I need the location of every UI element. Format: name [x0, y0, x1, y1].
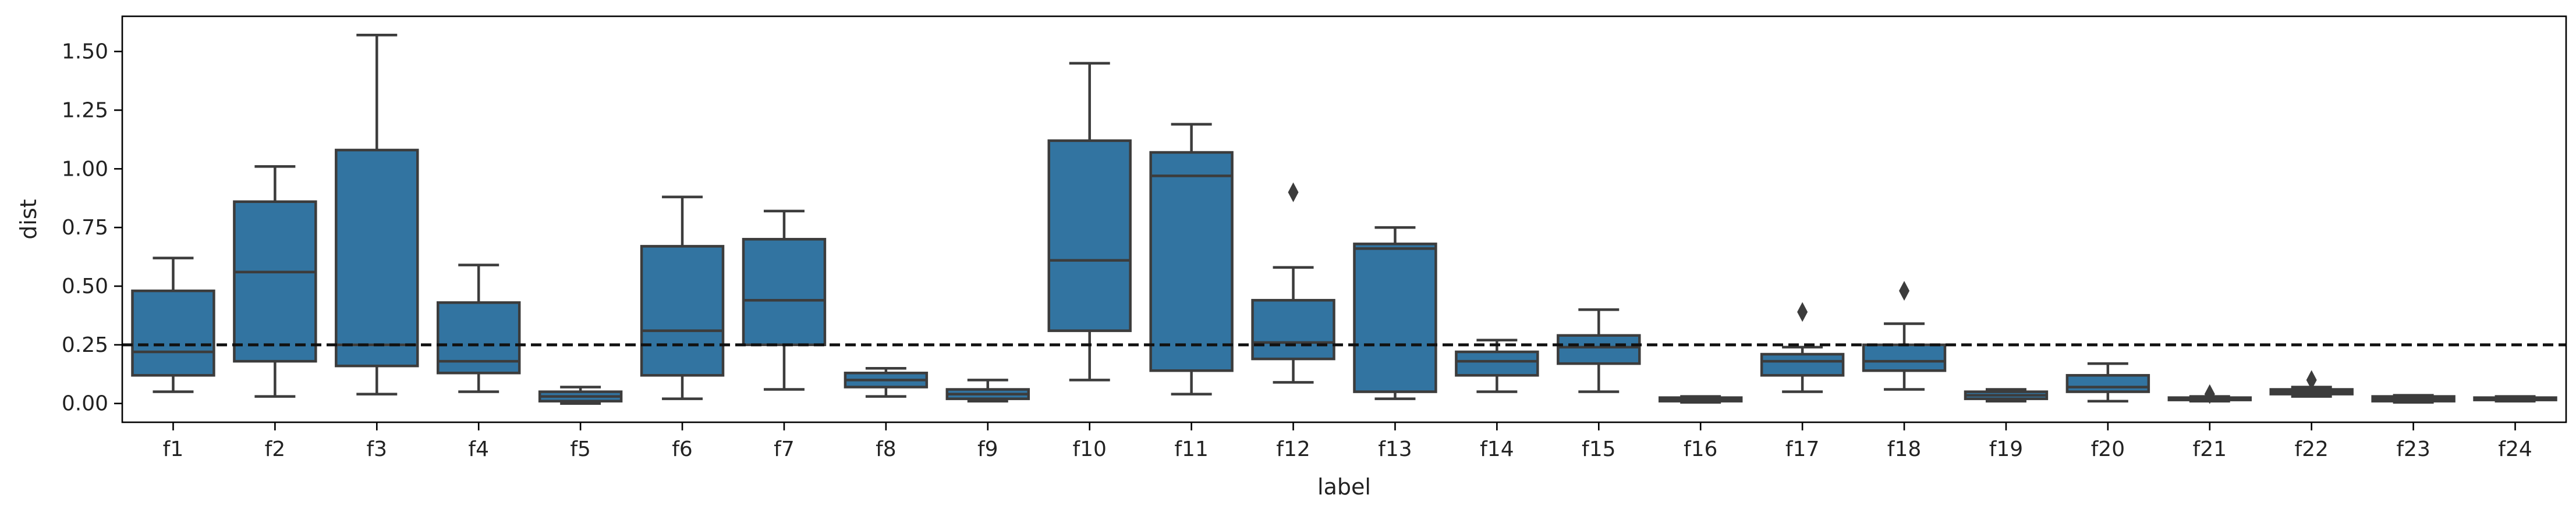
x-tick-label: f17	[1785, 437, 1819, 461]
box-f9	[945, 379, 1030, 402]
box-f21	[2167, 384, 2252, 404]
box-f12	[1251, 182, 1335, 384]
box-f24	[2473, 395, 2557, 402]
x-axis-title: label	[1317, 474, 1371, 500]
x-tick-label: f12	[1276, 437, 1310, 461]
iqr-box	[1455, 350, 1539, 377]
box-f23	[2371, 394, 2455, 404]
y-tick-label: 0.25	[62, 333, 108, 357]
outlier-point	[2204, 384, 2215, 404]
y-tick-label: 0.00	[62, 392, 108, 416]
x-tick-label: f10	[1072, 437, 1106, 461]
iqr-box	[742, 238, 827, 347]
box-f10	[1047, 62, 1132, 382]
y-tick-label: 1.00	[62, 157, 108, 181]
x-tick-label: f20	[2091, 437, 2125, 461]
box-f16	[1658, 395, 1743, 404]
y-axis-ticks: 0.00 0.25 0.50 0.75 1.00 1.25 1.50	[62, 40, 122, 416]
box-f3	[335, 34, 419, 396]
x-tick-label: f11	[1174, 437, 1208, 461]
x-tick-label: f16	[1684, 437, 1717, 461]
outlier-point	[1797, 302, 1808, 322]
outlier-point	[1899, 281, 1910, 301]
box-series	[131, 34, 2557, 405]
x-tick-label: f13	[1378, 437, 1412, 461]
y-tick-label: 0.50	[62, 275, 108, 298]
x-tick-label: f22	[2294, 437, 2328, 461]
box-f14	[1455, 339, 1539, 393]
iqr-box	[233, 200, 317, 363]
box-f2	[233, 165, 317, 398]
outlier-point	[1288, 182, 1299, 202]
iqr-box	[335, 148, 419, 368]
x-tick-label: f8	[876, 437, 897, 461]
x-tick-label: f1	[163, 437, 184, 461]
iqr-box	[1251, 298, 1335, 361]
iqr-box	[1353, 243, 1437, 393]
x-tick-label: f3	[367, 437, 388, 461]
x-tick-label: f4	[468, 437, 489, 461]
iqr-box	[1557, 334, 1641, 365]
x-tick-label: f18	[1887, 437, 1921, 461]
plot-frame	[121, 15, 2567, 423]
x-tick-label: f14	[1480, 437, 1514, 461]
iqr-box	[2065, 374, 2150, 393]
iqr-box	[131, 289, 215, 377]
box-f17	[1760, 302, 1845, 393]
box-f5	[538, 386, 623, 405]
box-f19	[1964, 388, 2049, 402]
box-f11	[1149, 123, 1234, 396]
box-f13	[1353, 226, 1437, 400]
box-f22	[2269, 370, 2354, 398]
x-axis-ticks: f1 f2 f3 f4 f5 f6 f7 f8 f9 f10 f11 f12 f13 f14 f15 f16 f…	[163, 422, 2532, 461]
box-f20	[2065, 362, 2150, 402]
x-tick-label: f15	[1582, 437, 1615, 461]
x-tick-label: f5	[570, 437, 591, 461]
iqr-box	[1149, 151, 1234, 372]
box-f18	[1862, 281, 1947, 391]
iqr-box	[1047, 139, 1132, 332]
x-tick-label: f7	[774, 437, 795, 461]
y-tick-label: 1.25	[62, 98, 108, 122]
x-tick-label: f21	[2193, 437, 2227, 461]
box-f7	[742, 209, 827, 391]
x-tick-label: f2	[265, 437, 286, 461]
outlier-point	[2306, 370, 2317, 390]
box-f6	[640, 195, 725, 400]
box-f1	[131, 256, 215, 393]
x-tick-label: f23	[2396, 437, 2430, 461]
x-tick-label: f9	[977, 437, 998, 461]
box-f4	[436, 263, 521, 393]
y-axis-title: dist	[16, 199, 41, 239]
x-tick-label: f19	[1989, 437, 2023, 461]
box-f15	[1557, 308, 1641, 393]
iqr-box	[640, 245, 725, 377]
box-f8	[844, 366, 929, 398]
y-tick-label: 0.75	[62, 216, 108, 240]
x-tick-label: f6	[672, 437, 693, 461]
iqr-box	[1760, 352, 1845, 377]
iqr-box	[1862, 343, 1947, 372]
x-tick-label: f24	[2498, 437, 2532, 461]
y-tick-label: 1.50	[62, 40, 108, 64]
